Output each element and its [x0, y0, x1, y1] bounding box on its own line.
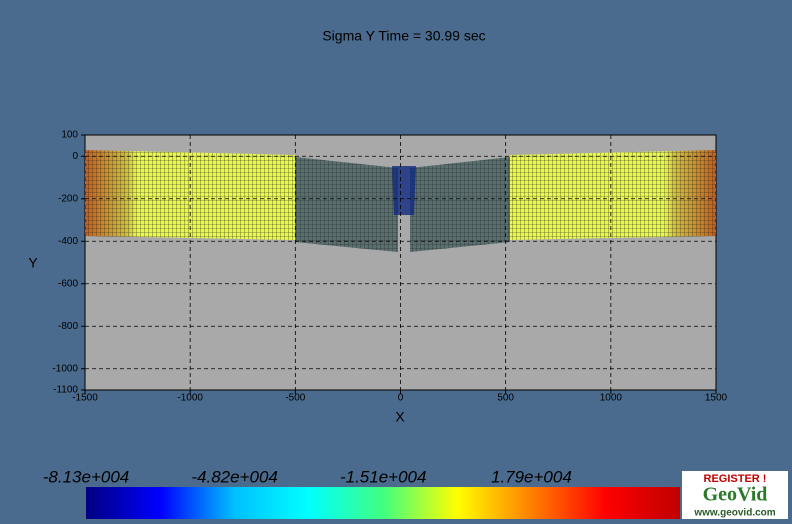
y-axis-label: Y [28, 255, 38, 271]
x-tick-label: 1500 [705, 393, 728, 404]
chart-title: Sigma Y Time = 30.99 sec [322, 28, 485, 44]
y-tick-label: 0 [72, 151, 78, 162]
watermark: REGISTER ! GeoVid www.geovid.com [682, 471, 788, 519]
logo-url: www.geovid.com [693, 508, 775, 519]
colorbar-tick-label: -4.82e+004 [191, 467, 278, 486]
colorbar-tick-label: 1.79e+004 [491, 467, 572, 486]
y-tick-label: -800 [58, 321, 78, 332]
logo-brand: GeoVid [703, 484, 768, 506]
x-tick-label: 500 [497, 393, 514, 404]
y-tick-label: -200 [58, 193, 78, 204]
logo-box [682, 471, 788, 519]
y-tick-label: 100 [61, 130, 78, 141]
logo-banner: REGISTER ! [704, 473, 767, 485]
y-tick-label: -1000 [52, 363, 78, 374]
colorbar-tick-label: -1.51e+004 [340, 467, 427, 486]
x-tick-label: -500 [285, 393, 305, 404]
colorbar-tick-label: -8.13e+004 [43, 467, 130, 486]
y-tick-label: -600 [58, 278, 78, 289]
mesh [85, 150, 716, 252]
x-tick-label: -1500 [72, 393, 98, 404]
x-tick-label: 0 [398, 393, 404, 404]
x-tick-label: 1000 [600, 393, 623, 404]
y-tick-label: -1100 [53, 385, 78, 396]
colorbar [86, 487, 680, 519]
x-tick-label: -1000 [177, 393, 203, 404]
y-tick-label: -400 [58, 236, 78, 247]
x-axis-label: X [395, 409, 405, 425]
